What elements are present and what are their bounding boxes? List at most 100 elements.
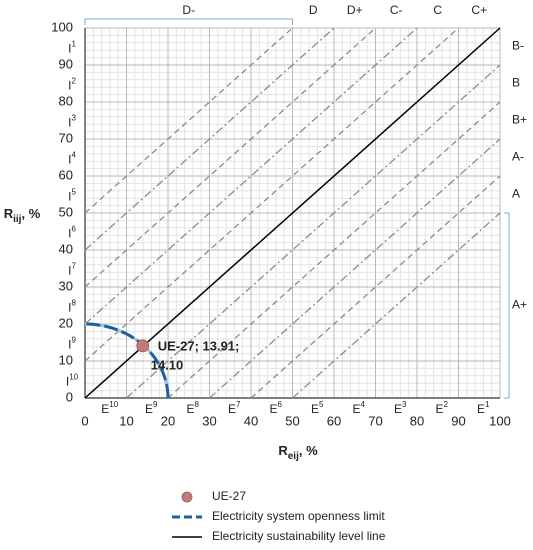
left-zone-label: I5 bbox=[68, 188, 76, 204]
left-zone-label-base: I bbox=[68, 190, 71, 204]
zone-boundary bbox=[84, 27, 459, 362]
bottom-zone-label: E6 bbox=[270, 400, 283, 416]
bottom-zone-label-sup: 8 bbox=[195, 400, 200, 409]
x-tick-label: 20 bbox=[161, 413, 175, 428]
zone-label: B+ bbox=[512, 113, 527, 127]
y-axis-title-symbol: R bbox=[4, 206, 14, 221]
y-tick-label: 60 bbox=[59, 167, 73, 182]
x-axis-title-unit: , % bbox=[299, 443, 318, 458]
legend-marker bbox=[181, 491, 193, 503]
y-tick-label: 50 bbox=[59, 204, 73, 219]
y-tick-label: 100 bbox=[51, 19, 73, 34]
left-zone-label: I1 bbox=[68, 40, 76, 56]
left-zone-label-sup: 4 bbox=[71, 151, 76, 160]
zone-boundary bbox=[292, 212, 501, 399]
bottom-zone-label-base: E bbox=[270, 402, 278, 416]
left-zone-label-sup: 9 bbox=[71, 336, 76, 345]
left-zone-label-sup: 10 bbox=[69, 373, 78, 382]
bottom-zone-label-base: E bbox=[477, 402, 485, 416]
zone-label: A+ bbox=[512, 298, 527, 312]
bottom-zone-label-sup: 7 bbox=[236, 400, 241, 409]
left-zone-label-base: I bbox=[68, 338, 71, 352]
x-axis-title-sub: eij bbox=[288, 451, 299, 462]
left-zone-label-base: I bbox=[68, 264, 71, 278]
x-axis-title: Reij, % bbox=[278, 443, 318, 461]
left-zone-label-base: I bbox=[68, 153, 71, 167]
left-zone-label: I4 bbox=[68, 151, 76, 167]
y-tick-label: 0 bbox=[66, 389, 73, 404]
x-tick-label: 100 bbox=[489, 413, 511, 428]
bottom-zone-label: E4 bbox=[353, 400, 366, 416]
bottom-zone-label: E7 bbox=[228, 400, 241, 416]
x-tick-label: 60 bbox=[327, 413, 341, 428]
left-zone-label: I3 bbox=[68, 114, 76, 130]
bottom-zone-label-base: E bbox=[436, 402, 444, 416]
zone-boundary bbox=[84, 27, 335, 251]
left-zone-label-base: I bbox=[68, 116, 71, 130]
bottom-zone-label: E5 bbox=[311, 400, 324, 416]
bottom-zone-label-sup: 6 bbox=[278, 400, 283, 409]
x-tick-label: 50 bbox=[285, 413, 299, 428]
zone-boundary bbox=[209, 138, 501, 399]
y-tick-label: 20 bbox=[59, 315, 73, 330]
zone-bracket bbox=[504, 212, 510, 399]
zone-boundary bbox=[167, 101, 501, 399]
bottom-zone-label-sup: 9 bbox=[153, 400, 158, 409]
bottom-zone-label: E2 bbox=[436, 400, 449, 416]
zone-boundary bbox=[84, 27, 293, 214]
zone-label: A- bbox=[512, 150, 524, 164]
bottom-zone-label: E10 bbox=[101, 400, 118, 416]
zone-label: D- bbox=[182, 3, 195, 17]
bottom-zone-label-base: E bbox=[311, 402, 319, 416]
left-zone-label-sup: 5 bbox=[71, 188, 76, 197]
bottom-zone-label-base: E bbox=[187, 402, 195, 416]
left-zone-label-base: I bbox=[68, 42, 71, 56]
bottom-zone-label: E1 bbox=[477, 400, 490, 416]
bottom-zone-label: E9 bbox=[145, 400, 158, 416]
bottom-zone-label-base: E bbox=[101, 402, 109, 416]
sustainability-line bbox=[84, 27, 501, 399]
zone-bracket bbox=[84, 18, 293, 25]
y-axis-title-unit: , % bbox=[21, 206, 40, 221]
bottom-zone-label-sup: 4 bbox=[361, 400, 366, 409]
left-zone-label-sup: 1 bbox=[71, 40, 76, 49]
left-zone-label-sup: 8 bbox=[71, 299, 76, 308]
point-annotation: 14.10 bbox=[151, 357, 184, 372]
left-zone-label: I7 bbox=[68, 262, 76, 278]
zone-label: C- bbox=[390, 3, 403, 17]
bottom-zone-label-sup: 1 bbox=[485, 400, 490, 409]
zone-boundary bbox=[126, 64, 501, 399]
zone-label: D bbox=[309, 3, 318, 17]
y-tick-label: 80 bbox=[59, 93, 73, 108]
zone-label: C+ bbox=[471, 3, 487, 17]
y-axis-title: Riij, % bbox=[4, 206, 41, 224]
point-annotation: UE-27; 13.91; bbox=[158, 338, 240, 353]
y-tick-label: 90 bbox=[59, 56, 73, 71]
zone-label: D+ bbox=[347, 3, 363, 17]
bottom-zone-label-sup: 10 bbox=[109, 400, 118, 409]
left-zone-label: I8 bbox=[68, 299, 76, 315]
left-zone-label-base: I bbox=[68, 227, 71, 241]
bottom-zone-label-base: E bbox=[228, 402, 236, 416]
bottom-zone-label-base: E bbox=[145, 402, 153, 416]
x-axis-title-symbol: R bbox=[278, 443, 288, 458]
legend-label: Electricity system openness limit bbox=[212, 509, 385, 523]
bottom-zone-label-sup: 2 bbox=[444, 400, 449, 409]
y-axis-title-sub: iij bbox=[13, 214, 22, 225]
left-zone-label: I9 bbox=[68, 336, 76, 352]
zone-boundary bbox=[84, 27, 418, 325]
x-tick-label: 30 bbox=[202, 413, 216, 428]
left-zone-label: I6 bbox=[68, 225, 76, 241]
x-tick-label: 90 bbox=[451, 413, 465, 428]
left-zone-label-base: I bbox=[68, 79, 71, 93]
bottom-zone-label-base: E bbox=[353, 402, 361, 416]
y-tick-label: 10 bbox=[59, 352, 73, 367]
zone-label: A bbox=[512, 187, 520, 201]
left-zone-label-sup: 7 bbox=[71, 262, 76, 271]
x-tick-label: 70 bbox=[368, 413, 382, 428]
left-zone-label-base: I bbox=[66, 375, 69, 389]
bottom-zone-label: E8 bbox=[187, 400, 200, 416]
x-tick-label: 0 bbox=[81, 413, 88, 428]
zone-label: B bbox=[512, 76, 520, 90]
